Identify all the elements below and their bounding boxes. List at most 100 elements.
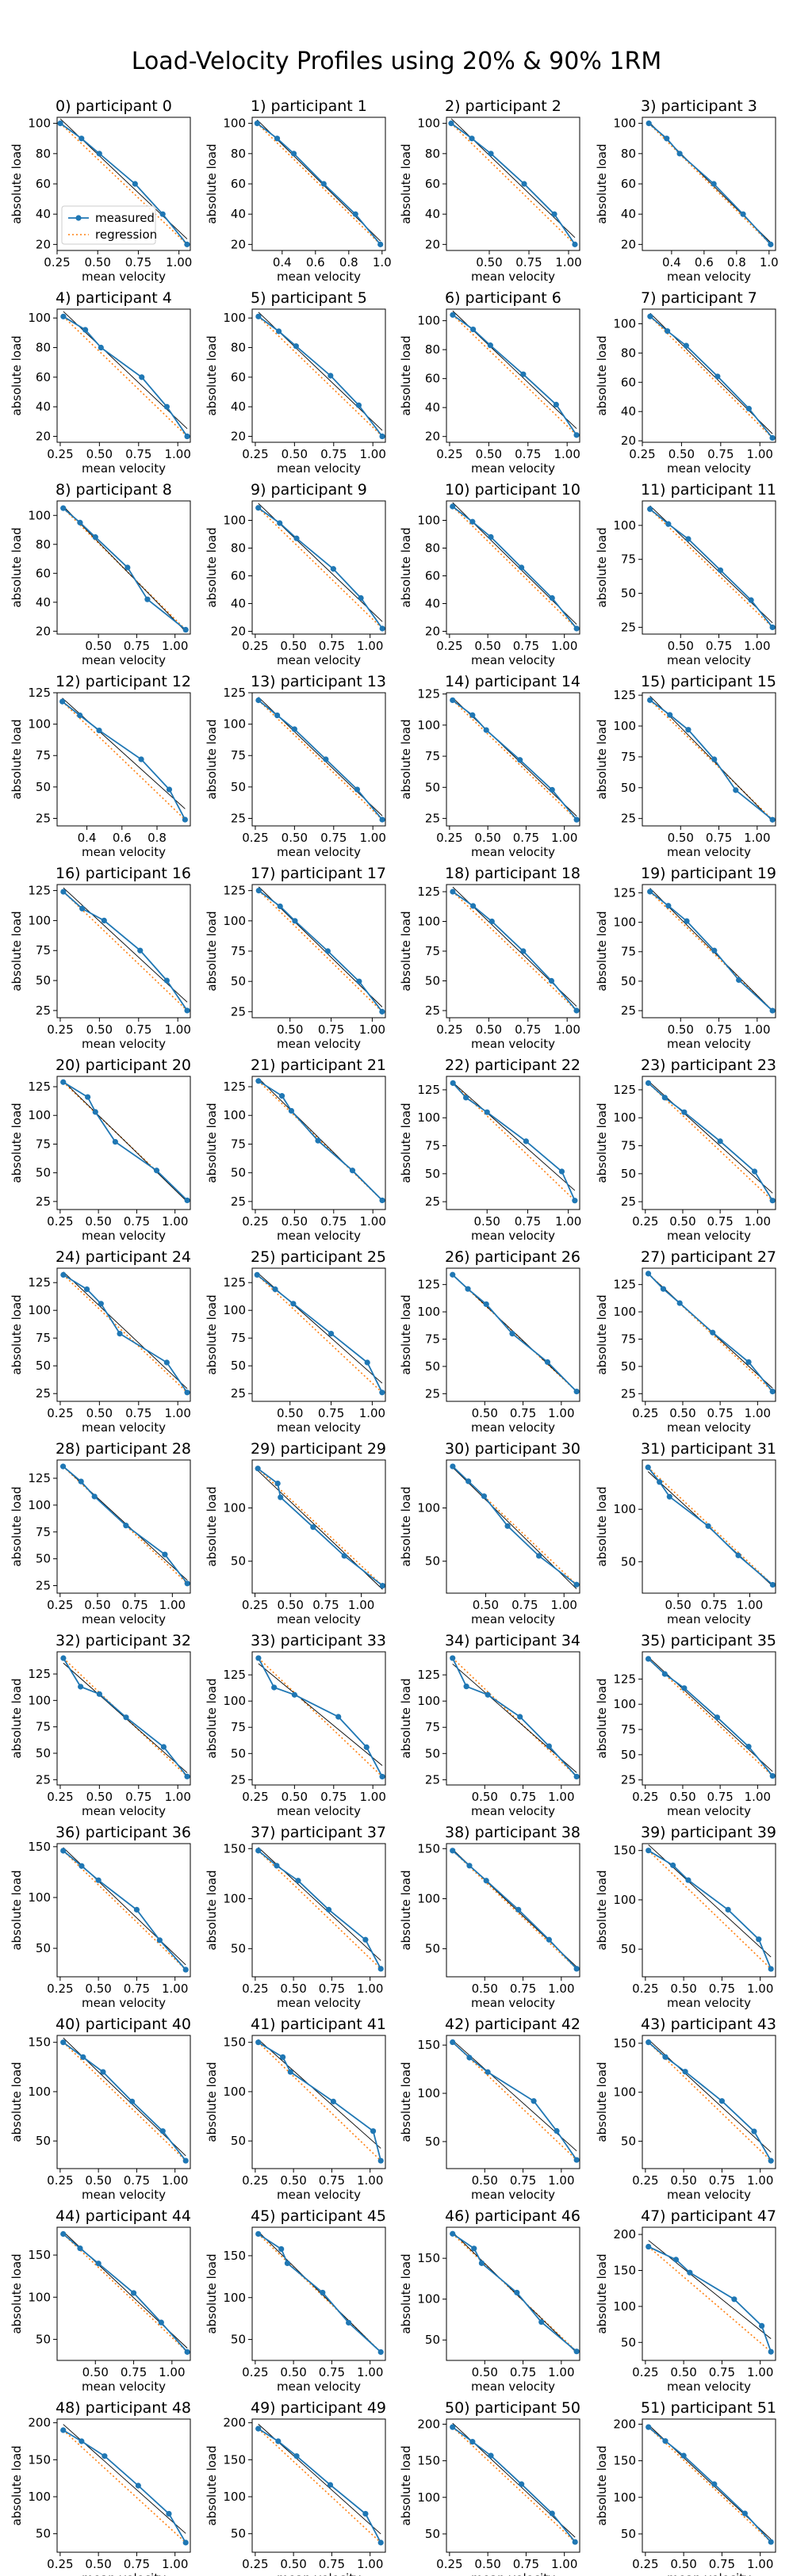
- fit-line: [62, 698, 186, 809]
- y-tick-label: 125: [223, 884, 246, 898]
- data-point: [358, 594, 364, 602]
- panel-title: 15) participant 15: [641, 673, 776, 690]
- data-point: [450, 1655, 456, 1661]
- data-point: [138, 756, 144, 762]
- data-point: [519, 564, 525, 571]
- x-axis-label: mean velocity: [667, 1037, 751, 1051]
- data-point: [646, 1848, 652, 1854]
- y-tick-label: 200: [417, 2417, 440, 2431]
- data-point: [80, 2054, 86, 2060]
- y-tick-label: 75: [36, 943, 51, 957]
- y-tick-label: 125: [417, 1083, 440, 1097]
- data-point: [255, 1466, 261, 1472]
- y-axis-label: absolute load: [399, 1486, 413, 1566]
- measured-line: [62, 701, 186, 820]
- x-tick-label: 1.00: [357, 1982, 383, 1996]
- y-tick-label: 125: [417, 687, 440, 701]
- data-point: [685, 727, 691, 733]
- x-tick-label: 0.50: [476, 1022, 502, 1037]
- y-tick-label: 50: [425, 1359, 440, 1374]
- x-tick-label: 0.75: [510, 1982, 536, 1996]
- x-tick-label: 0.75: [320, 1214, 347, 1229]
- x-tick-label: 0.50: [474, 1214, 500, 1229]
- plot-area: [450, 1848, 580, 1972]
- measured-line: [649, 891, 773, 1011]
- x-tick-label: 1.00: [744, 1022, 770, 1037]
- y-tick-label: 50: [36, 1552, 51, 1566]
- axes-frame: [642, 1459, 776, 1594]
- data-point: [377, 2157, 384, 2164]
- fit-line: [63, 1080, 188, 1202]
- y-tick-label: 100: [613, 1110, 636, 1125]
- x-tick-label: 0.75: [125, 447, 151, 461]
- panel-title: 29) participant 29: [251, 1440, 386, 1458]
- plot-area: [450, 2422, 578, 2545]
- axes-frame: [251, 1076, 386, 1210]
- data-point: [379, 625, 385, 632]
- regression-line: [647, 1466, 773, 1585]
- x-axis-label: mean velocity: [471, 1804, 555, 1818]
- data-point: [275, 2438, 282, 2444]
- measured-line: [63, 2429, 186, 2544]
- y-axis-label: absolute load: [399, 1678, 413, 1758]
- data-point: [735, 1552, 741, 1558]
- panel-title: 31) participant 31: [641, 1440, 776, 1458]
- y-axis-label: absolute load: [205, 143, 219, 224]
- axes-frame: [446, 2226, 580, 2361]
- measured-line: [63, 1466, 188, 1584]
- data-point: [355, 402, 362, 408]
- y-tick-label: 50: [621, 2335, 636, 2349]
- y-tick-label: 20: [425, 430, 440, 444]
- x-tick-label: 0.25: [632, 1214, 658, 1229]
- axes-frame: [446, 308, 580, 443]
- y-tick-label: 100: [28, 913, 51, 927]
- axes-frame: [446, 1651, 580, 1786]
- y-tick-label: 100: [417, 314, 440, 328]
- y-axis-label: absolute load: [595, 527, 609, 607]
- x-tick-label: 1.00: [359, 1790, 385, 1804]
- data-point: [769, 434, 776, 441]
- y-tick-label: 100: [417, 915, 440, 929]
- y-tick-label: 50: [231, 1942, 246, 1956]
- data-point: [554, 2127, 560, 2135]
- x-tick-label: 1.0: [760, 255, 779, 269]
- measured-line: [452, 1274, 577, 1393]
- data-point: [647, 506, 653, 512]
- data-point: [465, 1478, 472, 1485]
- panel-title: 39) participant 39: [641, 1824, 776, 1841]
- y-tick-label: 125: [613, 688, 636, 702]
- x-tick-label: 0.75: [320, 447, 347, 461]
- y-tick-label: 25: [36, 1194, 51, 1209]
- fit-line: [648, 1657, 773, 1772]
- data-point: [123, 1523, 129, 1529]
- y-tick-label: 50: [36, 2527, 51, 2541]
- y-tick-label: 20: [36, 624, 51, 638]
- x-tick-label: 0.75: [318, 1022, 344, 1037]
- fit-line: [648, 1080, 773, 1194]
- x-tick-label: 0.25: [632, 2557, 658, 2571]
- data-point: [645, 1656, 652, 1662]
- measured-line: [258, 507, 383, 629]
- y-tick-label: 75: [231, 1137, 246, 1151]
- x-tick-label: 1.00: [162, 1982, 188, 1996]
- axes-frame: [446, 2418, 580, 2553]
- x-axis-label: mean velocity: [82, 845, 166, 859]
- y-tick-label: 100: [223, 1500, 246, 1515]
- plot-area: [450, 2039, 580, 2163]
- legend-regression-label: regression: [95, 227, 157, 242]
- panel-title: 19) participant 19: [641, 865, 776, 882]
- data-point: [546, 1936, 552, 1943]
- data-point: [346, 2319, 352, 2326]
- y-tick-label: 25: [231, 1386, 246, 1401]
- plot-area: [57, 118, 190, 247]
- plot-area: [255, 2230, 384, 2356]
- data-point: [573, 432, 580, 438]
- y-tick-label: 100: [28, 2290, 51, 2304]
- data-point: [57, 120, 63, 127]
- y-tick-label: 20: [231, 430, 246, 444]
- x-tick-label: 0.25: [47, 1598, 73, 1612]
- y-tick-label: 20: [425, 237, 440, 251]
- x-tick-label: 0.6: [306, 255, 325, 269]
- x-tick-label: 0.75: [706, 1022, 732, 1037]
- y-tick-label: 125: [417, 1668, 440, 1682]
